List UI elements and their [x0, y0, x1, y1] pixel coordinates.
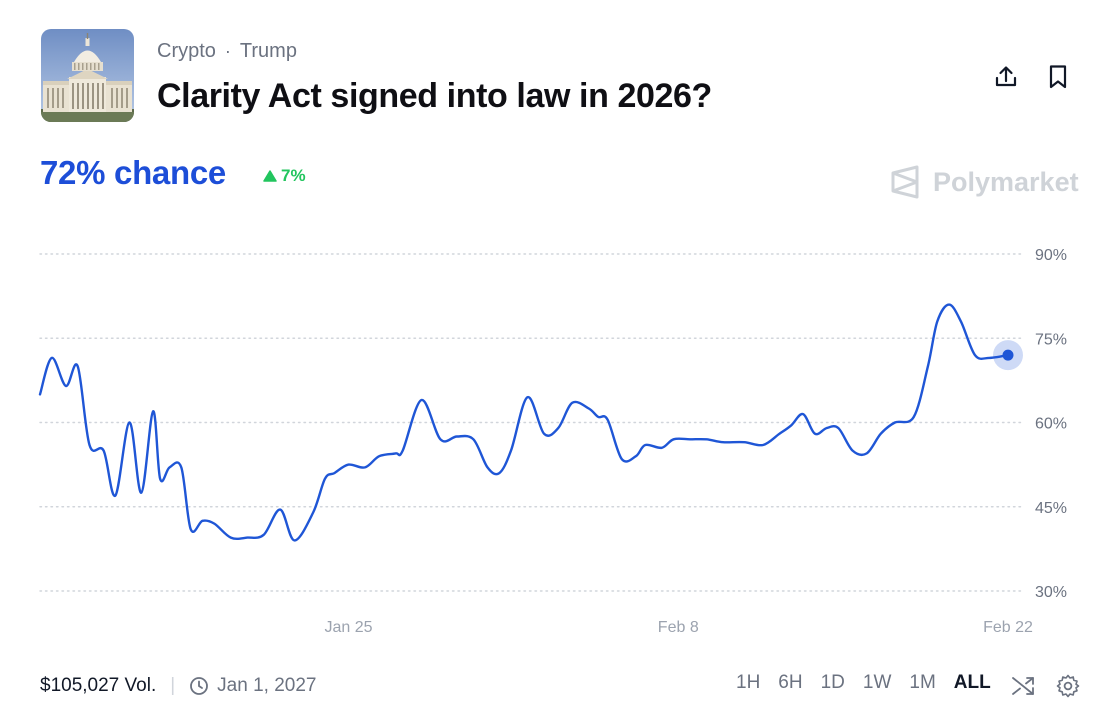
- y-tick-label: 30%: [1035, 584, 1067, 601]
- range-1d[interactable]: 1D: [820, 672, 845, 693]
- shuffle-icon: [1012, 677, 1034, 695]
- series-line: [38, 303, 1010, 542]
- end-date-label: Jan 1, 2027: [217, 675, 317, 696]
- gear-icon: [1056, 674, 1080, 698]
- chance-value: 72% chance: [40, 154, 226, 191]
- settings-button[interactable]: [1055, 673, 1081, 699]
- time-range-selector: 1H 6H 1D 1W 1M ALL: [736, 672, 1009, 694]
- share-icon: [995, 66, 1017, 87]
- bookmark-button[interactable]: [1043, 62, 1073, 92]
- breadcrumb: Crypto · Trump: [157, 40, 297, 63]
- x-tick-label: Jan 25: [325, 619, 373, 636]
- clock-icon: [190, 677, 209, 695]
- x-tick-label: Feb 8: [658, 619, 699, 636]
- volume-label: $105,027 Vol.: [40, 675, 157, 696]
- change-value: 7%: [281, 166, 306, 185]
- range-1w[interactable]: 1W: [862, 672, 892, 693]
- probability-chart: 90% 75% 60% 45% 30% Jan 25 Feb 8 Feb 22: [38, 247, 1067, 636]
- share-button[interactable]: [991, 62, 1021, 92]
- brand-name: Polymarket: [933, 166, 1079, 197]
- market-title: Clarity Act signed into law in 2026?: [157, 77, 712, 115]
- breadcrumb-subcategory[interactable]: Trump: [239, 40, 297, 62]
- end-date: Jan 1, 2027: [189, 675, 316, 697]
- y-tick-label: 60%: [1035, 416, 1067, 433]
- y-tick-label: 75%: [1035, 331, 1067, 348]
- footer-stats: $105,027 Vol. | Jan 1, 2027: [40, 672, 1120, 700]
- polymarket-logo-icon: [891, 165, 919, 199]
- current-point: [1002, 349, 1014, 361]
- breadcrumb-separator: ·: [224, 41, 231, 61]
- y-tick-label: 45%: [1035, 500, 1067, 517]
- range-all[interactable]: ALL: [953, 672, 991, 693]
- brand-watermark: Polymarket: [889, 165, 1079, 199]
- capitol-building-image: [41, 29, 134, 122]
- triangle-up-icon: [263, 170, 277, 182]
- range-6h[interactable]: 6H: [778, 672, 803, 693]
- x-tick-label: Feb 22: [983, 619, 1033, 636]
- bookmark-icon: [1049, 65, 1067, 89]
- change-indicator: 7%: [263, 166, 306, 186]
- shuffle-button[interactable]: [1010, 673, 1036, 699]
- market-thumbnail: [41, 29, 134, 122]
- breadcrumb-category[interactable]: Crypto: [157, 40, 216, 62]
- y-tick-label: 90%: [1035, 247, 1067, 264]
- footer-divider: |: [170, 675, 176, 696]
- range-1h[interactable]: 1H: [736, 672, 761, 693]
- range-1m[interactable]: 1M: [909, 672, 936, 693]
